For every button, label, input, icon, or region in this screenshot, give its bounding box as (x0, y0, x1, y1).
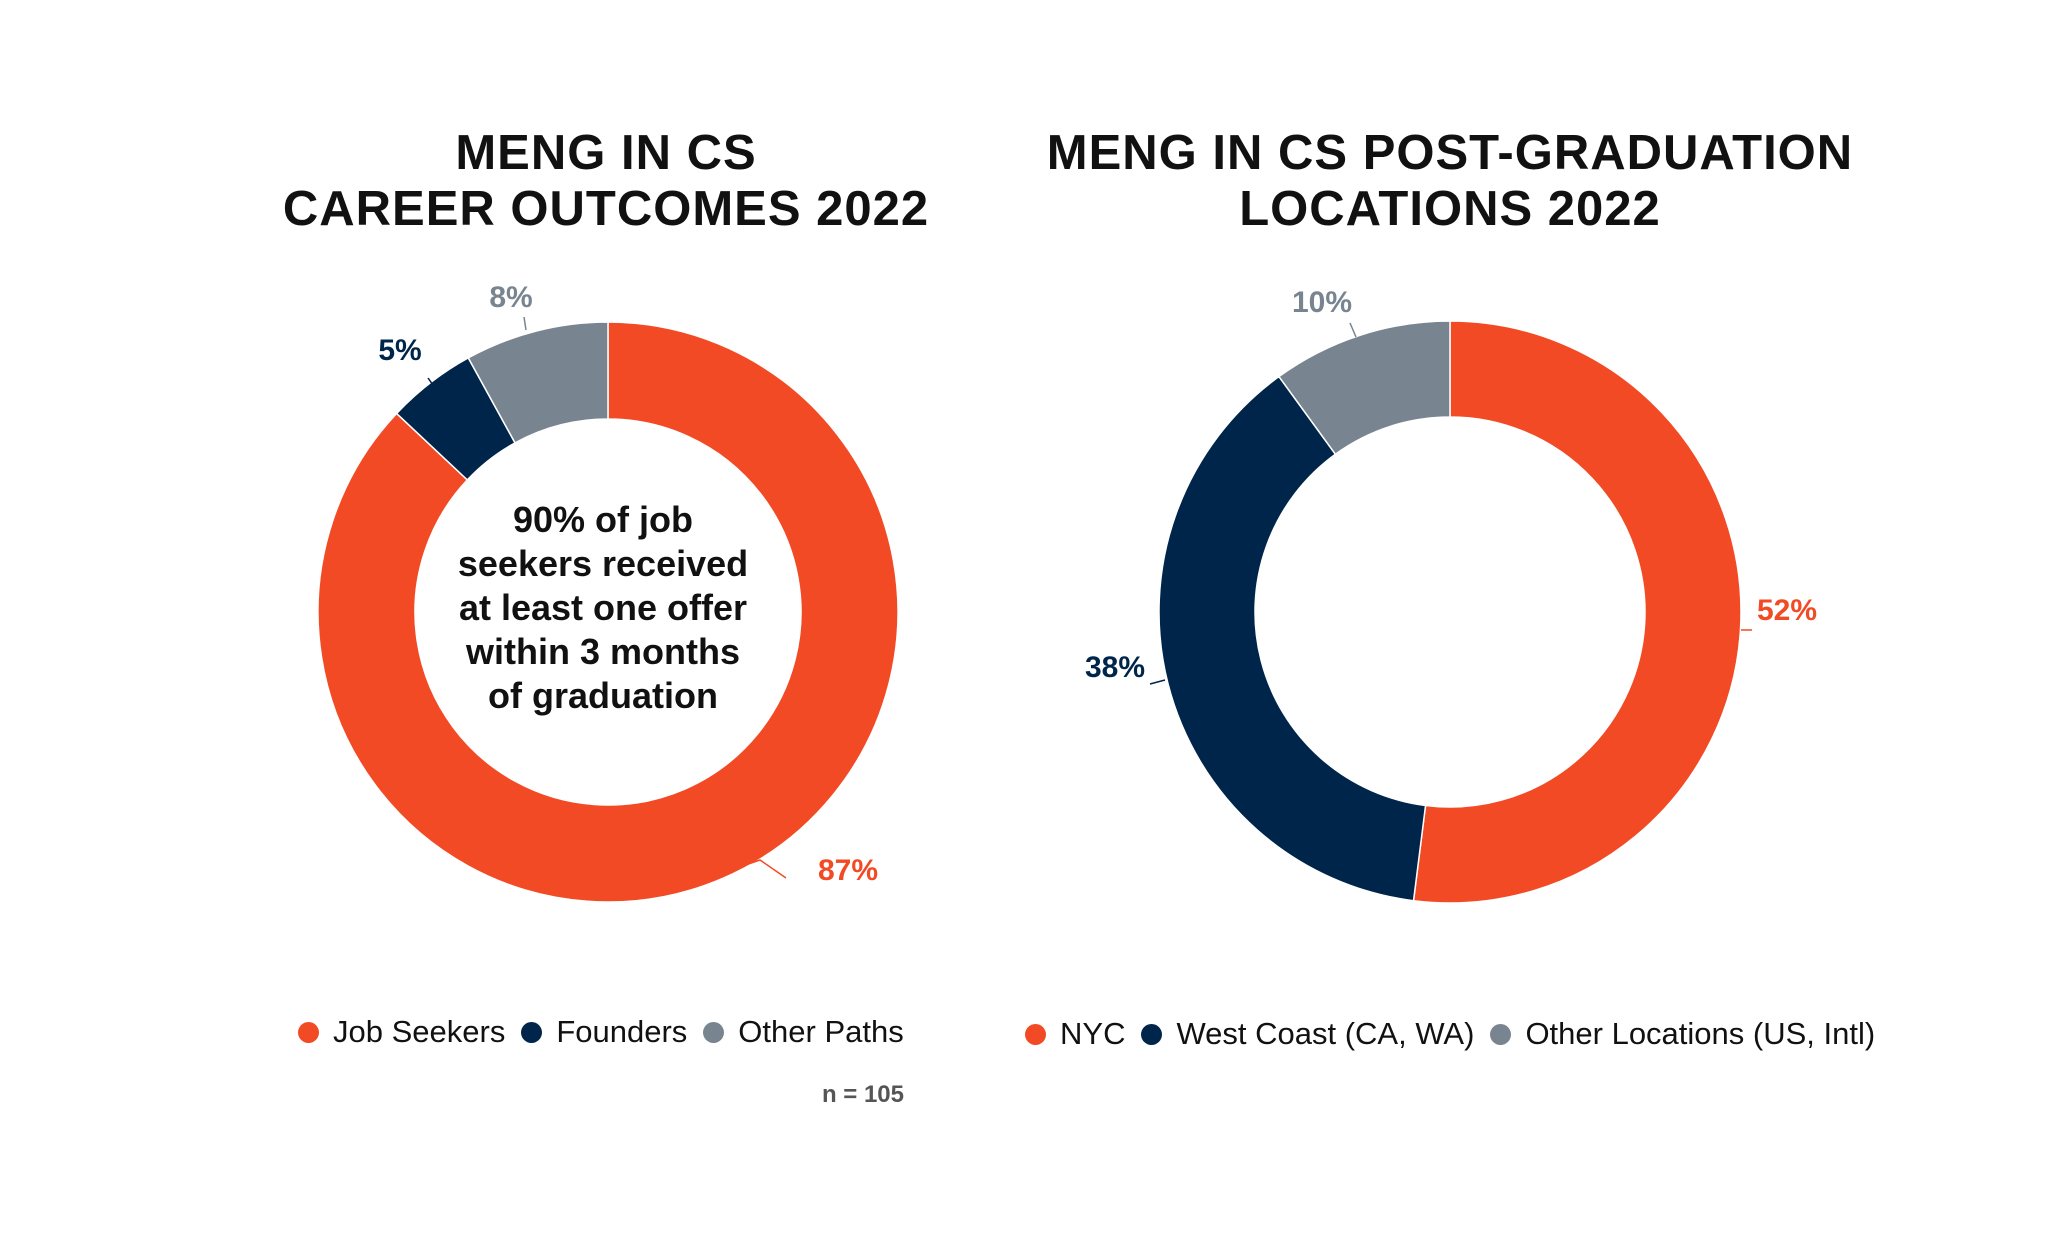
slice-leader-line (427, 377, 439, 393)
donut-slice-nyc (1412, 320, 1742, 904)
callout-line: within 3 months (466, 631, 740, 672)
legend-label: West Coast (CA, WA) (1176, 1016, 1475, 1051)
callout-line: of graduation (488, 675, 718, 716)
chart-title-locations: MENG IN CS POST-GRADUATION LOCATIONS 202… (1020, 125, 1880, 237)
legend-item-other-paths: Other Paths (703, 1014, 904, 1050)
slice-leader-line (1349, 322, 1357, 338)
donut-slice-other-locations-us-intl (1277, 320, 1451, 456)
donut-slice-west-coast-ca-wa (1158, 375, 1427, 902)
donut-center-callout: 90% of job seekers received at least one… (413, 498, 793, 718)
legend-item-founders: Founders (521, 1014, 687, 1050)
slice-leader-line (1149, 679, 1166, 685)
legend-swatch (298, 1021, 319, 1043)
legend-label: Other Locations (US, Intl) (1525, 1016, 1876, 1051)
legend-item-job-seekers: Job Seekers (298, 1014, 505, 1050)
callout-line: at least one offer (458, 587, 748, 628)
slice-percent-label: 52% (1757, 594, 1817, 627)
legend-swatch (1025, 1023, 1046, 1045)
slice-percent-label: 5% (378, 334, 421, 367)
legend-swatch (1141, 1023, 1163, 1045)
legend-label: Other Paths (738, 1014, 904, 1049)
donut-slice-job-seekers (317, 321, 899, 903)
legend-label: Job Seekers (333, 1014, 506, 1049)
slice-leader-line (721, 859, 787, 879)
legend-item-nyc: NYC (1025, 1016, 1125, 1052)
chart-title-career-outcomes: MENG IN CS CAREER OUTCOMES 2022 (200, 125, 1012, 237)
slice-leader-line (523, 316, 527, 331)
callout-line: 90% of job (512, 499, 694, 540)
callout-line: seekers received (457, 543, 749, 584)
legend-label: Founders (556, 1014, 688, 1049)
slice-percent-label: 8% (489, 281, 532, 314)
legend-item-west-coast: West Coast (CA, WA) (1141, 1016, 1474, 1052)
legend-swatch (703, 1021, 725, 1043)
title-line-2: CAREER OUTCOMES 2022 (282, 182, 930, 236)
sample-size-note: n = 105 (821, 1081, 904, 1108)
legend-swatch (521, 1021, 543, 1043)
title-line-1: MENG IN CS POST-GRADUATION (1046, 126, 1854, 180)
legend-career-outcomes: Job Seekers Founders Other Paths (298, 1014, 920, 1050)
slice-percent-label: 10% (1292, 286, 1352, 319)
legend-label: NYC (1060, 1016, 1126, 1051)
slice-percent-label: 38% (1085, 651, 1145, 684)
legend-locations: NYC West Coast (CA, WA) Other Locations … (1025, 1016, 1891, 1052)
title-line-1: MENG IN CS (455, 126, 757, 180)
donut-slice-other-paths (467, 321, 609, 444)
title-line-2: LOCATIONS 2022 (1239, 182, 1661, 236)
legend-swatch (1490, 1023, 1512, 1045)
legend-item-other-locations: Other Locations (US, Intl) (1490, 1016, 1875, 1052)
slice-percent-label: 87% (818, 854, 878, 887)
